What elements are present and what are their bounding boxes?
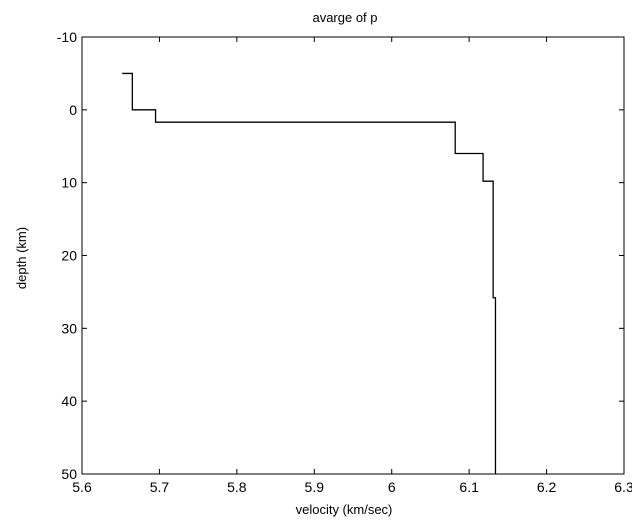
x-tick-label: 6 [388, 479, 396, 495]
chart-title: avarge of p [312, 10, 377, 25]
y-tick-label: 0 [69, 102, 77, 118]
y-tick-label: 40 [61, 393, 77, 409]
x-axis-label: velocity (km/sec) [296, 502, 393, 517]
x-tick-label: 6.3 [614, 479, 632, 495]
series-line [122, 72, 497, 474]
y-tick-label: 10 [61, 175, 77, 191]
y-tick-label: 20 [61, 248, 77, 264]
y-axis-label: depth (km) [14, 227, 29, 289]
x-tick-label: 5.9 [305, 479, 325, 495]
y-tick-label: 50 [61, 466, 77, 482]
x-tick-label: 5.7 [150, 479, 170, 495]
x-tick-label: 6.1 [459, 479, 479, 495]
x-tick-label: 5.8 [227, 479, 247, 495]
plot-area [81, 36, 625, 475]
x-tick-label: 6.2 [537, 479, 557, 495]
y-tick-label: 30 [61, 320, 77, 336]
x-tick-label: 5.6 [72, 479, 92, 495]
y-tick-label: -10 [57, 29, 77, 45]
plot-frame [81, 36, 625, 475]
y-axis: -10 0 10 20 30 40 50 [57, 29, 624, 482]
x-axis: 5.6 5.7 5.8 5.9 6 6.1 6.2 6.3 [72, 37, 632, 495]
